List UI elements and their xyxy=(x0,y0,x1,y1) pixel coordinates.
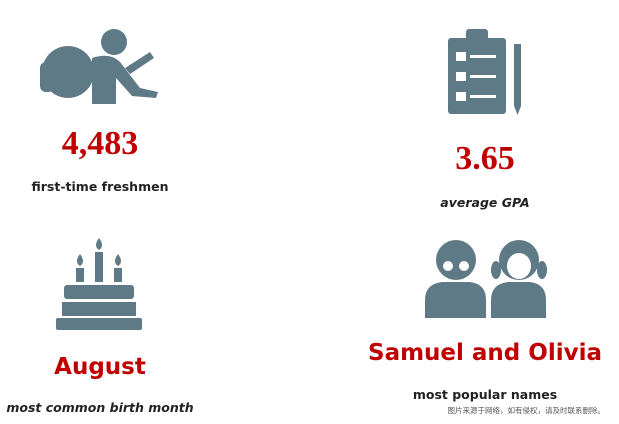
stat-label: most popular names xyxy=(413,387,557,402)
stat-value: 3.65 xyxy=(455,140,515,177)
stat-value: Samuel and Olivia xyxy=(368,340,602,366)
student-icon xyxy=(40,29,158,104)
stat-label: average GPA xyxy=(440,195,529,210)
stat-value: August xyxy=(54,354,146,380)
stat-label: first-time freshmen xyxy=(32,179,169,194)
stat-value: 4,483 xyxy=(62,125,139,162)
watermark: 图片来源于网络，如有侵权，请及时联系删除。 xyxy=(448,405,606,415)
clipboard-icon xyxy=(448,29,521,115)
stat-label: most common birth month xyxy=(6,400,193,415)
cake-icon xyxy=(56,238,142,330)
kids-icon xyxy=(425,240,547,318)
